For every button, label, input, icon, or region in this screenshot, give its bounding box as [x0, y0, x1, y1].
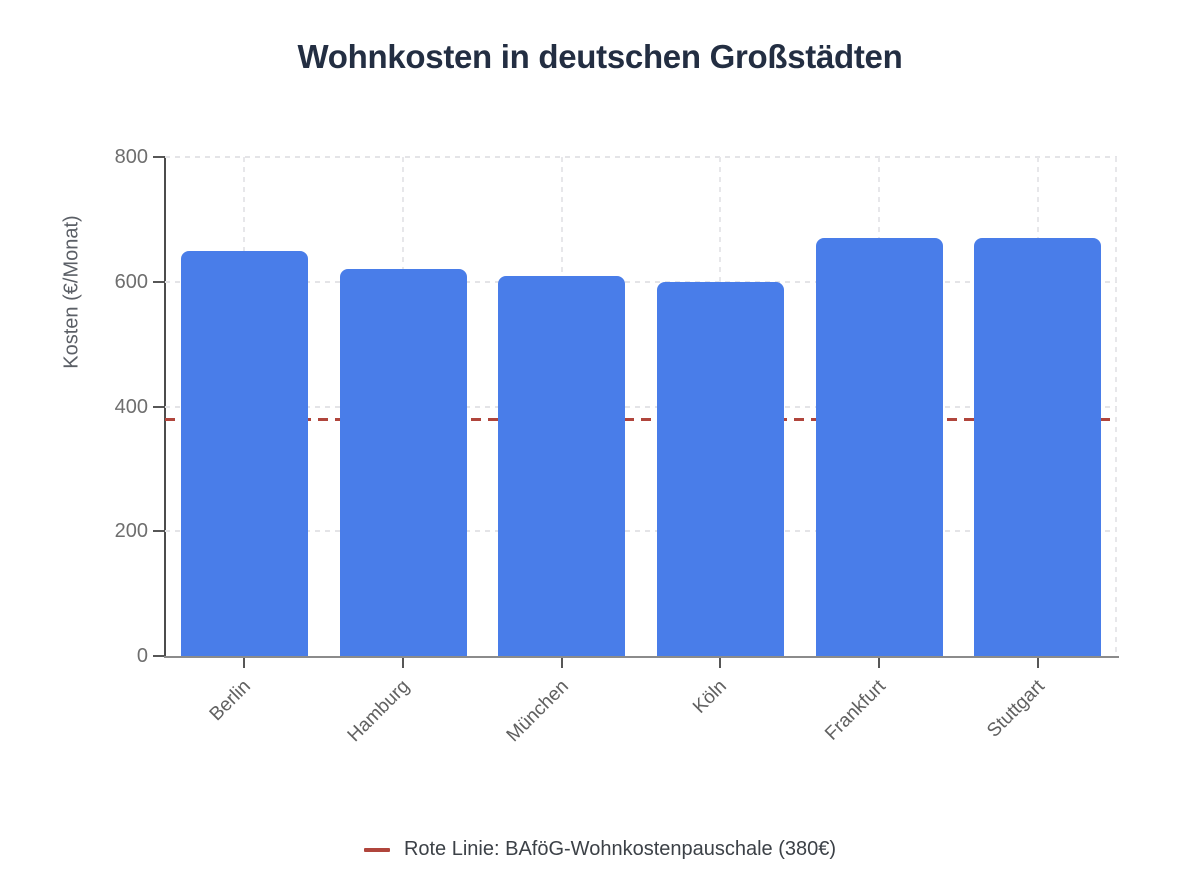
y-tick-0: [153, 655, 164, 657]
x-tick-label-stuttgart: Stuttgart: [982, 676, 1049, 742]
v-gridline-right-edge: [1115, 157, 1117, 656]
h-gridline-600: [165, 280, 1117, 283]
h-gridline-800: [165, 156, 1117, 158]
chart-title: Wohnkosten in deutschen Großstädten: [297, 38, 903, 75]
bar-frankfurt: [815, 238, 943, 656]
y-tick-label-200: 200: [114, 520, 148, 543]
bar-berlin: [180, 250, 308, 656]
x-axis-line: [164, 656, 1119, 658]
bar-köln: [656, 281, 784, 656]
x-tick-label-berlin: Berlin: [205, 676, 256, 726]
legend: Rote Linie: BAföG-Wohnkostenpauschale (3…: [0, 838, 1200, 861]
bar-stuttgart: [974, 238, 1102, 656]
y-tick-label-0: 0: [136, 645, 148, 667]
x-tick-hamburg: [402, 658, 404, 668]
reference-line-swatch: [363, 847, 390, 852]
x-tick-köln: [719, 658, 722, 668]
y-tick-label-600: 600: [114, 270, 148, 293]
x-tick-label-frankfurt: Frankfurt: [821, 676, 890, 745]
y-tick-400: [153, 405, 164, 408]
y-tick-label-800: 800: [114, 146, 148, 168]
x-tick-label-hamburg: Hamburg: [343, 676, 414, 747]
x-tick-berlin: [243, 658, 246, 668]
h-gridline-200: [165, 530, 1117, 533]
y-tick-800: [153, 156, 164, 158]
bar-münchen: [498, 275, 626, 656]
bar-hamburg: [339, 269, 467, 656]
h-gridline-400: [165, 405, 1117, 408]
x-tick-münchen: [560, 658, 563, 668]
y-tick-600: [153, 280, 164, 283]
y-axis-label: Kosten (€/Monat): [60, 215, 83, 369]
reference-line: [165, 417, 1117, 421]
x-tick-stuttgart: [1036, 658, 1039, 668]
x-tick-label-münchen: München: [502, 676, 573, 747]
y-tick-label-400: 400: [114, 395, 148, 418]
legend-label: Rote Linie: BAföG-Wohnkostenpauschale (3…: [403, 838, 837, 860]
y-tick-200: [153, 530, 164, 533]
plot-area: [165, 156, 1117, 656]
x-tick-label-köln: Köln: [689, 676, 732, 718]
x-tick-frankfurt: [878, 658, 880, 668]
